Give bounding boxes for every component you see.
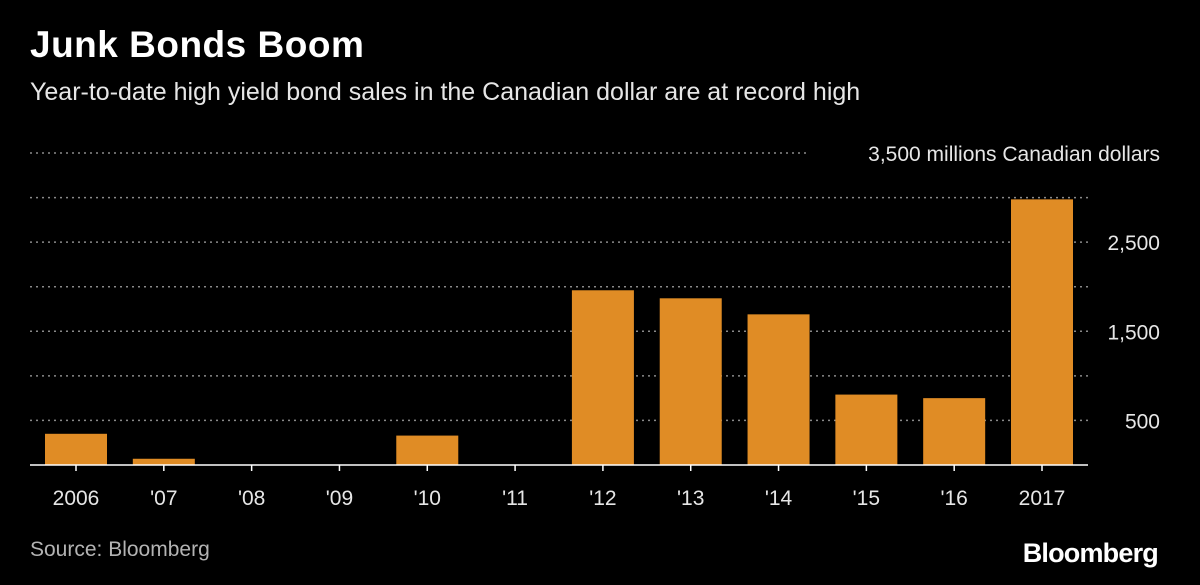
chart-subtitle: Year-to-date high yield bond sales in th… xyxy=(30,78,861,106)
x-tick-label: '10 xyxy=(414,487,441,510)
chart-title: Junk Bonds Boom xyxy=(30,24,365,65)
y-tick-label: 2,500 xyxy=(1107,232,1160,255)
x-tick-label: '09 xyxy=(326,487,353,510)
bar xyxy=(571,290,634,465)
x-tick-label: '15 xyxy=(853,487,880,510)
bar xyxy=(45,433,107,465)
bar xyxy=(396,435,459,465)
bar xyxy=(132,458,195,465)
x-tick-label: 2017 xyxy=(1019,487,1066,510)
x-tick-label: '12 xyxy=(589,487,616,510)
source-note: Source: Bloomberg xyxy=(30,538,210,561)
bloomberg-logo: Bloomberg xyxy=(1022,538,1159,568)
y-tick-label: 1,500 xyxy=(1107,321,1160,344)
bar xyxy=(835,394,898,465)
x-tick-label: '16 xyxy=(940,487,967,510)
bar xyxy=(747,314,810,465)
x-tick-label: '13 xyxy=(677,487,704,510)
bar xyxy=(659,298,722,465)
x-tick-label: '11 xyxy=(502,487,528,510)
x-tick-label: 2006 xyxy=(53,487,100,510)
x-tick-label: '14 xyxy=(765,487,793,510)
y-axis-unit-label: 3,500 millions Canadian dollars xyxy=(868,143,1160,166)
x-tick-label: '08 xyxy=(238,487,265,510)
y-tick-label: 500 xyxy=(1125,410,1160,433)
x-tick-label: '07 xyxy=(150,487,177,510)
bar xyxy=(1011,199,1073,465)
bar xyxy=(923,398,986,465)
